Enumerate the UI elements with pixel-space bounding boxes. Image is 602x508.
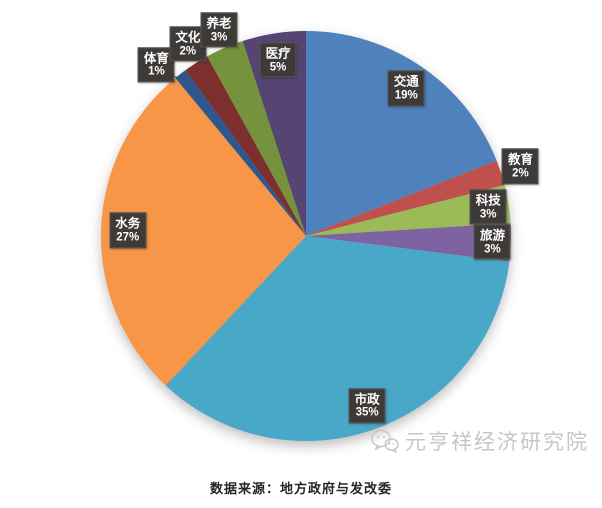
wechat-icon [371,429,399,453]
pie-slice-文化 [185,56,306,236]
watermark-text: 元亨祥经济研究院 [405,431,589,454]
pie-slice-市政 [165,236,510,441]
source-caption: 数据来源：地方政府与发改委 [209,481,392,496]
pie-slice-旅游 [306,223,512,262]
watermark: 元亨祥经济研究院 [370,426,589,456]
pie-slice-科技 [306,185,511,236]
pie-slice-交通 [306,31,497,236]
pie-slice-教育 [306,160,505,236]
pie-slice-水务 [100,78,306,386]
pie-slice-体育 [175,70,306,237]
pie-slice-养老 [207,41,306,236]
pie-slice-医疗 [242,31,306,236]
